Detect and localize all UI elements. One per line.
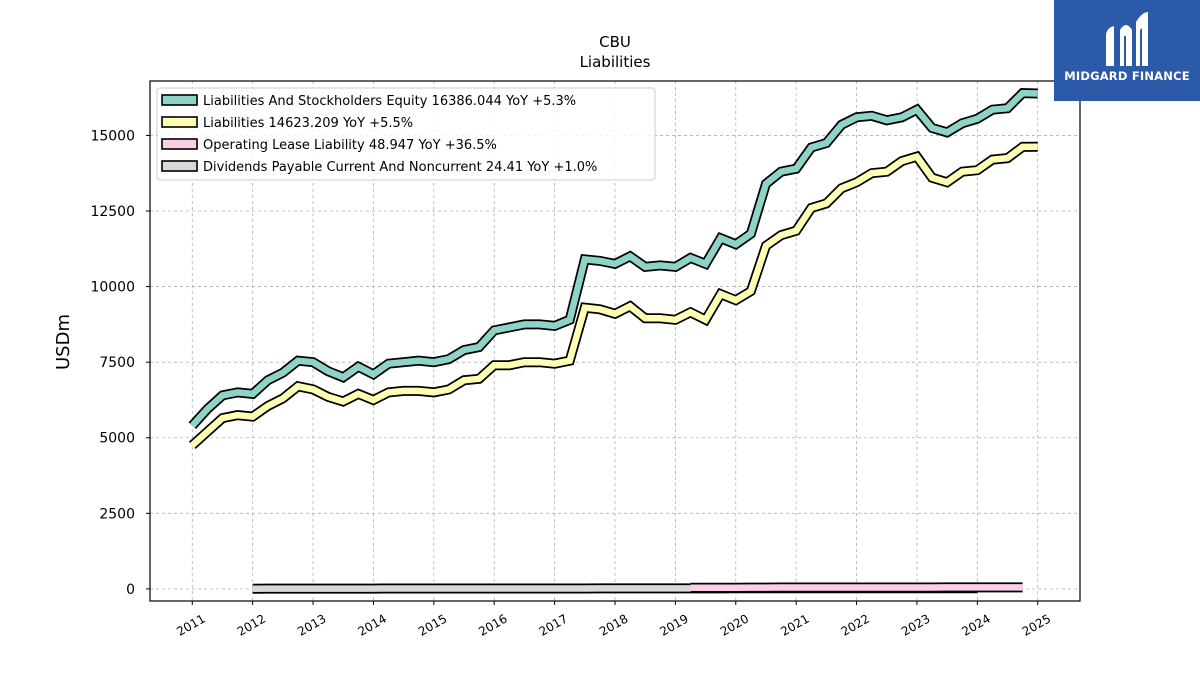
x-tick-label: 2015 (416, 611, 449, 638)
series-line (189, 89, 1038, 428)
x-tick-label: 2024 (959, 611, 992, 638)
x-tick-label: 2023 (899, 611, 932, 638)
legend: Liabilities And Stockholders Equity 1638… (156, 87, 656, 181)
x-tick-label: 2025 (1020, 611, 1053, 638)
series-line (190, 143, 1038, 448)
x-tick-label: 2020 (718, 611, 751, 638)
series-layer (188, 88, 1038, 594)
legend-label: Dividends Payable Current And Noncurrent… (203, 160, 597, 175)
midgard-finance-logo: MIDGARD FINANCE (1054, 0, 1200, 101)
legend-swatch (161, 94, 198, 106)
x-tick-label: 2012 (235, 611, 268, 638)
legend-label: Liabilities And Stockholders Equity 1638… (203, 94, 576, 109)
legend-item: Dividends Payable Current And Noncurrent… (161, 160, 597, 175)
grid-lines (150, 81, 1080, 601)
y-tick-label: 12500 (90, 204, 135, 220)
series-liabilities-and-stockholders-equity (188, 88, 1038, 430)
x-tick-label: 2014 (355, 611, 388, 638)
legend-label: Liabilities 14623.209 YoY +5.5% (203, 116, 413, 131)
legend-item: Operating Lease Liability 48.947 YoY +36… (161, 138, 497, 153)
x-tick-label: 2016 (476, 611, 509, 638)
y-tick-label: 15000 (90, 128, 135, 144)
legend-swatch (161, 138, 198, 150)
x-tick-label: 2018 (597, 611, 630, 638)
chart-title: CBU (599, 33, 631, 51)
x-tick-label: 2022 (839, 611, 872, 638)
legend-item: Liabilities 14623.209 YoY +5.5% (161, 116, 413, 131)
x-tick-label: 2021 (778, 611, 811, 638)
legend-item: Liabilities And Stockholders Equity 1638… (161, 94, 576, 109)
axis-ticks: 0 2500 5000 7500 10000 12500 15000 2011 2012 2013… (90, 128, 1053, 638)
x-tick-label: 2017 (537, 611, 570, 638)
chart-subtitle: Liabilities (580, 53, 651, 71)
y-tick-label: 7500 (99, 355, 135, 371)
legend-swatch (161, 116, 198, 128)
series-liabilities (188, 141, 1038, 450)
y-tick-label: 5000 (99, 431, 135, 447)
x-tick-label: 2013 (295, 611, 328, 638)
logo-mark-icon (1106, 12, 1148, 66)
y-tick-label: 0 (126, 582, 135, 598)
y-tick-label: 10000 (90, 280, 135, 296)
x-tick-label: 2011 (174, 611, 207, 638)
y-axis-label: USDm (53, 314, 74, 370)
legend-frame (156, 87, 656, 181)
x-tick-label: 2019 (657, 611, 690, 638)
legend-swatch (161, 160, 198, 172)
legend-label: Operating Lease Liability 48.947 YoY +36… (203, 138, 497, 153)
logo-text: MIDGARD FINANCE (1064, 69, 1190, 83)
y-tick-label: 2500 (99, 506, 135, 522)
